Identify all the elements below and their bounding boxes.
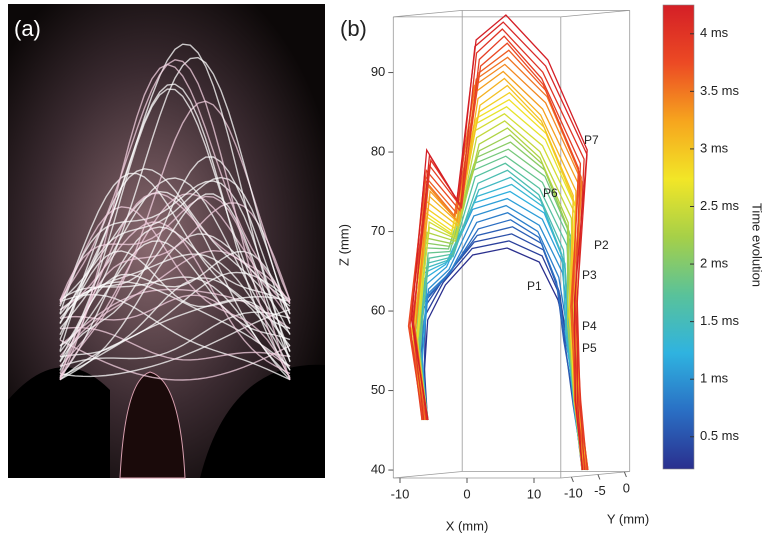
y-tick: [623, 471, 627, 478]
trajectory-curve: [411, 28, 586, 471]
light-streak: [59, 63, 291, 379]
light-streak: [59, 226, 291, 377]
light-streak: [59, 56, 291, 362]
x-tick-label: 0: [463, 486, 470, 501]
z-axis-label: Z (mm): [336, 224, 351, 266]
light-streak: [59, 311, 291, 367]
colorbar-tick-label: 1 ms: [700, 371, 729, 386]
y-tick: [597, 474, 601, 480]
point-label: P6: [543, 186, 558, 200]
colorbar-tick-label: 4 ms: [700, 25, 729, 40]
trajectory-curve: [410, 84, 589, 471]
light-streak: [59, 83, 291, 371]
trajectory-curve: [421, 233, 585, 471]
colorbar-tick-label: 2.5 ms: [700, 198, 740, 213]
y-tick: [570, 476, 574, 483]
y-tick-label: -10: [564, 485, 583, 500]
light-streak: [59, 293, 291, 381]
light-streak: [59, 88, 291, 353]
colorbar: [662, 4, 695, 470]
electrode: [119, 371, 186, 479]
z-tick-label: 40: [371, 461, 385, 476]
trajectory-curve: [412, 21, 588, 471]
electrode: [8, 367, 110, 478]
z-tick-label: 90: [371, 64, 385, 79]
point-label: P7: [584, 133, 599, 147]
y-axis-label: Y (mm): [607, 511, 649, 526]
x-tick-label: 10: [527, 486, 541, 501]
light-streak: [59, 250, 291, 352]
panel-label: (b): [340, 16, 367, 41]
light-streak: [59, 202, 291, 379]
light-streak: [59, 206, 291, 379]
x-axis-label: X (mm): [446, 518, 489, 533]
light-streak: [59, 326, 291, 361]
light-streak: [59, 277, 291, 358]
light-streak: [59, 59, 291, 379]
y-tick-label: 0: [623, 480, 630, 495]
y-tick-label: -5: [594, 483, 606, 498]
light-streak: [59, 195, 291, 381]
light-streak: [59, 250, 291, 371]
point-label: P2: [594, 238, 609, 252]
trajectory-curve: [409, 49, 587, 471]
box-edge: [393, 10, 463, 18]
colorbar-tick-label: 3.5 ms: [700, 83, 740, 98]
trajectory-curve: [417, 226, 587, 471]
point-label: P3: [582, 268, 597, 282]
plot-3d: 40 50 60 70 80 90 -10 0 10 -10 -5 0 P1 P2 P3 P4 P5 P6 P7: [371, 9, 631, 501]
colorbar-tick-label: 1.5 ms: [700, 313, 740, 328]
electrode: [200, 364, 325, 478]
colorbar-tick-label: 2 ms: [700, 255, 729, 270]
panel-label: (a): [14, 16, 41, 41]
light-streak: [59, 43, 291, 353]
z-tick-label: 50: [371, 382, 385, 397]
light-streak: [59, 172, 291, 371]
light-streak: [59, 193, 291, 362]
point-label: P4: [582, 319, 597, 333]
box-edge: [560, 471, 630, 479]
photo: [8, 4, 325, 479]
z-tick-label: 70: [371, 223, 385, 238]
light-streak: [59, 339, 291, 381]
z-tick-label: 80: [371, 143, 385, 158]
light-streak: [59, 240, 291, 347]
colorbar-tick-label: 0.5 ms: [700, 428, 740, 443]
box-edge: [393, 471, 463, 479]
light-streak: [59, 176, 291, 352]
point-label: P1: [527, 279, 542, 293]
light-streak: [59, 190, 291, 378]
z-tick-label: 60: [371, 302, 385, 317]
colorbar-label: Time evolution: [750, 203, 765, 287]
point-label: P5: [582, 341, 597, 355]
x-tick-label: -10: [391, 486, 410, 501]
trajectory-curve: [410, 14, 588, 471]
box-edge: [560, 10, 630, 18]
colorbar-tick-label: 3 ms: [700, 140, 729, 155]
